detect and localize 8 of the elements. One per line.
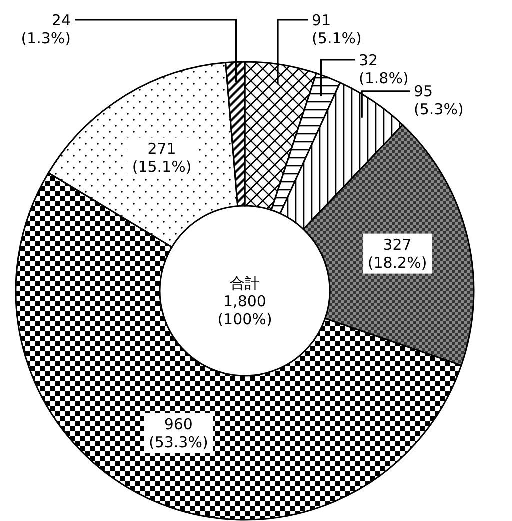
data-label: 271 (15.1%) [132,140,192,176]
data-label: 960 (53.3%) [148,416,208,452]
data-label: 32 (1.8%) [359,51,409,88]
data-label: 95 (5.3%) [414,82,464,119]
data-label: 327 (18.2%) [368,236,428,272]
data-label: 24 (1.3%) [21,11,71,48]
data-label: 91 (5.1%) [312,11,362,48]
text: 合計 1,800 (100%) [218,274,272,328]
